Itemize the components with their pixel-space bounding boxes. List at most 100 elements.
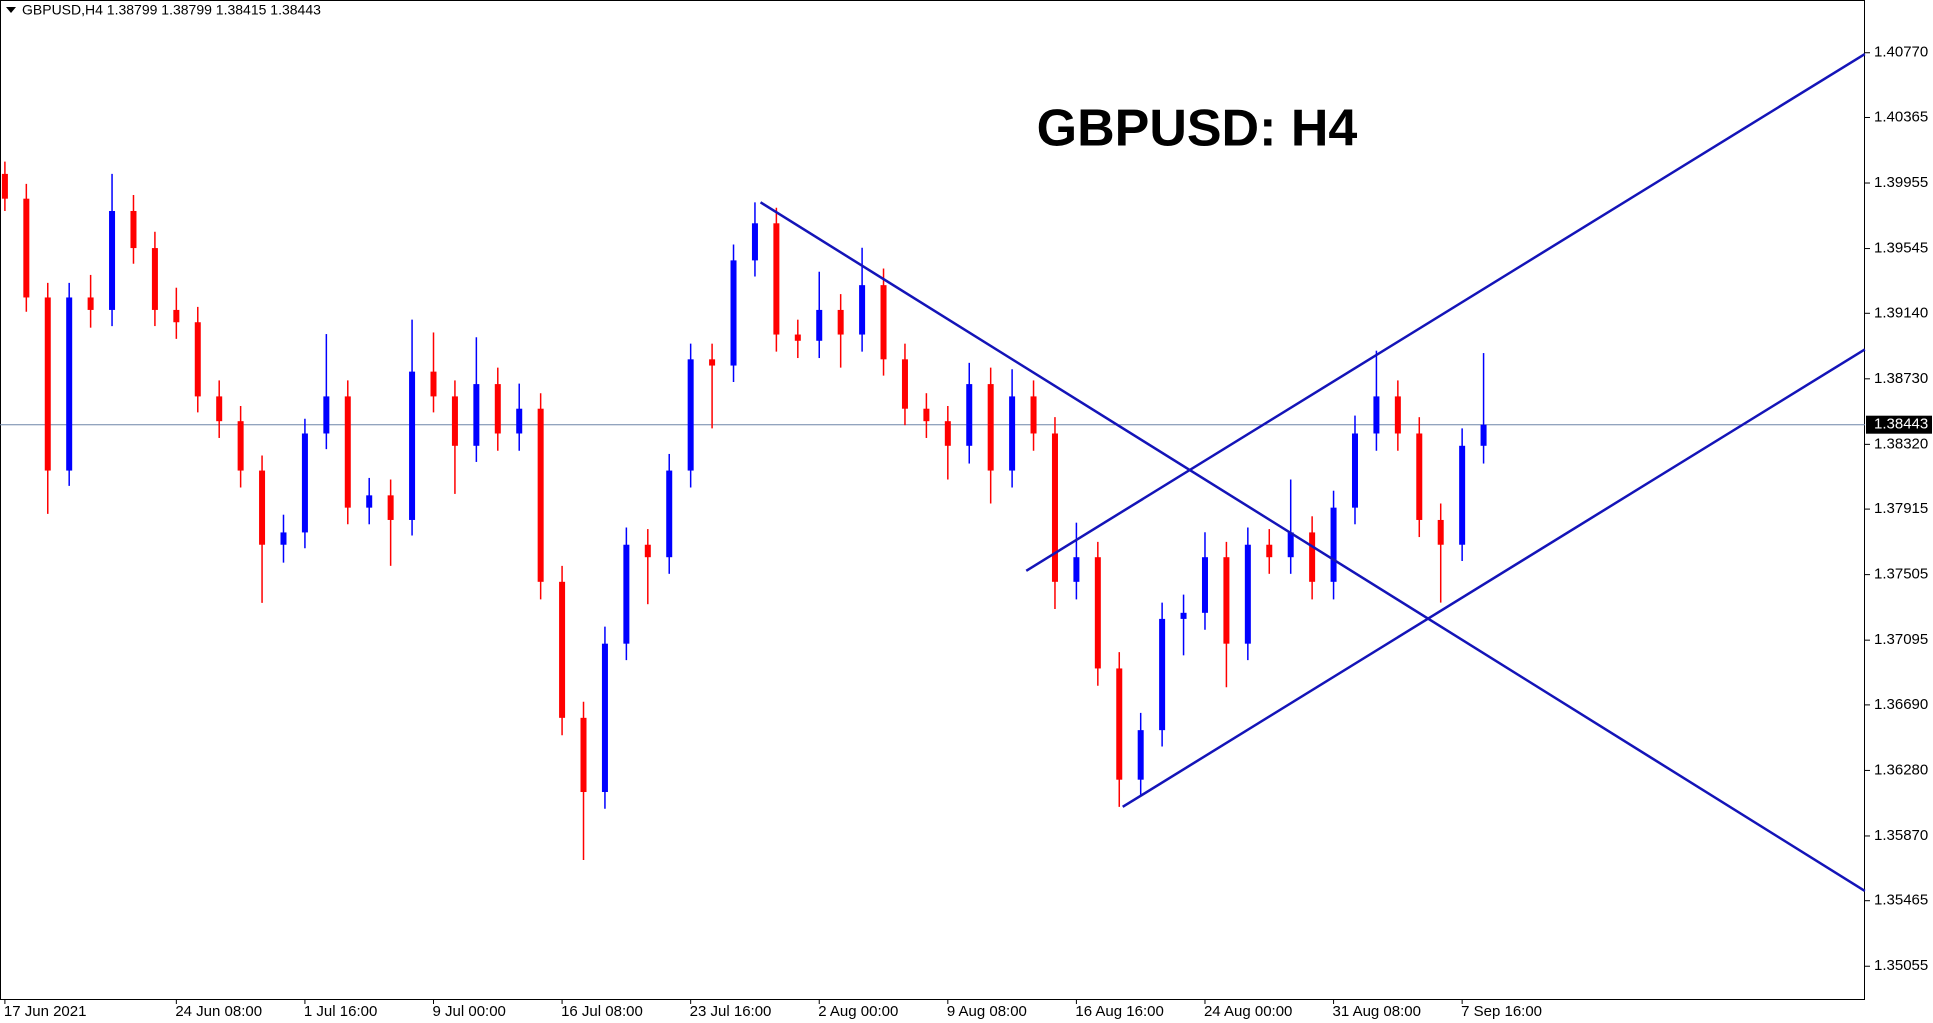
candle-body [559,581,566,718]
candle-body [1309,532,1316,582]
candle-body [1287,532,1294,558]
trendline [759,201,1866,893]
y-tick-label: 1.37095 [1874,631,1928,648]
candle-body [237,421,244,471]
y-tick-label: 1.38730 [1874,370,1928,387]
candle-body [430,371,437,397]
y-tick-label: 1.35465 [1874,892,1928,909]
candle-body [1009,396,1016,471]
candle-body [1416,433,1423,520]
candle-body [751,223,758,261]
candle-body [109,210,116,310]
y-tick-label: 1.40770 [1874,44,1928,61]
candle-body [773,223,780,335]
candle-body [1051,433,1058,582]
candle-body [23,198,30,298]
candle-body [1437,519,1444,545]
candle-body [837,309,844,335]
candle-body [194,322,201,397]
candle-body [451,396,458,446]
candle-body [1030,396,1037,434]
candle-body [623,544,630,644]
candle-body [259,470,266,545]
x-tick-label: 16 Jul 08:00 [561,1003,643,1020]
y-tick-label: 1.37505 [1874,566,1928,583]
candle-body [730,260,737,366]
symbol-menu-arrow[interactable] [6,7,16,13]
candle-body [1180,612,1187,619]
y-tick-label: 1.36690 [1874,696,1928,713]
candle-body [1,173,8,199]
candle-body [1394,396,1401,434]
x-tick-label: 9 Jul 00:00 [433,1003,506,1020]
candle-body [537,408,544,582]
candle-body [859,285,866,335]
candle-body [1094,557,1101,669]
candle-body [794,334,801,341]
candle-body [1266,544,1273,558]
y-tick-label: 1.39140 [1874,304,1928,321]
candle-body [173,309,180,323]
y-tick-label: 1.39955 [1874,174,1928,191]
candle-body [494,384,501,434]
x-tick-label: 17 Jun 2021 [4,1003,87,1020]
candle-body [216,396,223,422]
candle-body [130,210,137,249]
candle-body [1244,544,1251,644]
y-tick-label: 1.36280 [1874,761,1928,778]
y-tick-label: 1.35870 [1874,827,1928,844]
candle-body [1330,507,1337,582]
candle-body [580,717,587,793]
candle-body [366,495,373,508]
candle-body [687,359,694,471]
candle-body [1373,396,1380,434]
candle-body [1480,424,1487,446]
candle-body [87,297,94,310]
x-tick-label: 24 Aug 00:00 [1204,1003,1292,1020]
x-tick-label: 1 Jul 16:00 [304,1003,377,1020]
candle-body [344,396,351,508]
candle-body [816,309,823,341]
x-tick-label: 16 Aug 16:00 [1075,1003,1163,1020]
candle-body [923,408,930,422]
candle-body [301,433,308,533]
candle-body [66,297,73,471]
candle-body [323,396,330,434]
candle-body [1201,557,1208,613]
y-tick-label: 1.39545 [1874,240,1928,257]
candle-body [966,384,973,446]
candle-body [280,532,287,545]
candle-body [409,371,416,520]
candle-body [1459,445,1466,545]
x-tick-label: 7 Sep 16:00 [1461,1003,1542,1020]
plot-frame [0,0,1865,1000]
y-tick-label: 1.35055 [1874,957,1928,974]
candle-body [666,470,673,558]
x-tick-label: 31 Aug 08:00 [1333,1003,1421,1020]
candle-body [1116,668,1123,780]
candle-body [1351,433,1358,508]
x-tick-label: 2 Aug 00:00 [818,1003,898,1020]
chart-title: GBPUSD: H4 [1037,100,1358,158]
candle-body [1137,730,1144,780]
last-price-box [1866,415,1932,434]
y-tick-label: 1.37915 [1874,500,1928,517]
candle-body [1159,618,1166,731]
x-tick-label: 23 Jul 16:00 [690,1003,772,1020]
candle-body [601,643,608,793]
y-tick-label: 1.40365 [1874,108,1928,125]
candle-body [516,408,523,434]
candle-body [44,297,51,471]
candle-body [1223,557,1230,644]
candle-body [1073,557,1080,582]
candle-body [987,384,994,471]
x-tick-label: 24 Jun 08:00 [175,1003,262,1020]
candle-body [644,544,651,558]
x-tick-label: 9 Aug 08:00 [947,1003,1027,1020]
candle-body [901,359,908,409]
candle-body [473,384,480,446]
candle-body [880,285,887,360]
symbol-info: GBPUSD,H4 1.38799 1.38799 1.38415 1.3844… [22,2,321,18]
candle-body [944,421,951,446]
trendline [1122,348,1866,808]
